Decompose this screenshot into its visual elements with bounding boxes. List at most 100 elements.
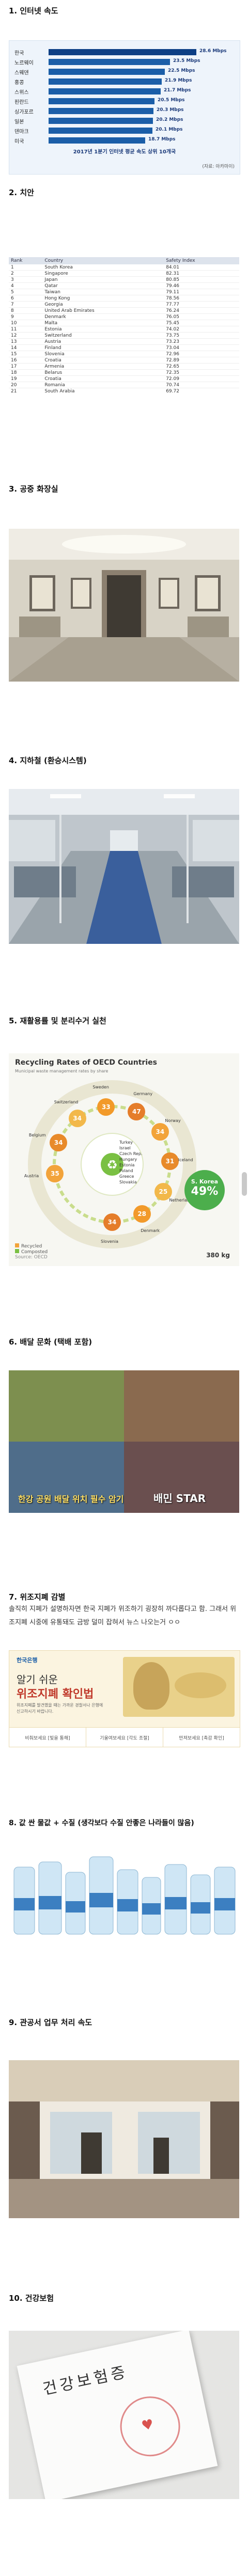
table-cell: 19 [9, 375, 43, 382]
bank-name: 한국은행 [17, 1657, 38, 1664]
table-cell: 84.01 [164, 264, 239, 271]
table-cell: 15 [9, 351, 43, 357]
bubble-country-label: Norway [165, 1118, 181, 1124]
table-cell: 14 [9, 344, 43, 351]
table-cell: 69.72 [164, 388, 239, 392]
bar-row: 일본 20.2 Mbps [14, 117, 237, 125]
bubble-value: 33 [101, 1103, 111, 1111]
legend-composted: Composted [21, 1250, 48, 1255]
bubble: 25 [154, 1182, 172, 1200]
bar-row: 스웨덴 22.5 Mbps [14, 68, 237, 76]
bar-country-label: 노르웨이 [14, 60, 34, 66]
bar-country-label: 일본 [14, 119, 24, 125]
table-cell: 74.02 [164, 326, 239, 333]
table-cell: Malta [42, 320, 164, 326]
restroom-illustration [9, 529, 239, 682]
table-cell: Croatia [42, 357, 164, 364]
infographic-subtitle: Municipal waste management rates by shar… [15, 1069, 109, 1073]
bar-country-label: 미국 [14, 139, 24, 145]
bar-value-label: 18.7 Mbps [148, 137, 176, 142]
table-row: 12 Switzerland 73.75 [9, 332, 239, 339]
bar-country-label: 한국 [14, 51, 24, 56]
portrait-icon [133, 1662, 169, 1710]
bubble: 34 [103, 1213, 121, 1231]
legend-composted-swatch [15, 1249, 19, 1253]
recycle-symbol-icon: ♻ [101, 1153, 123, 1176]
table-cell: Taiwan [42, 289, 164, 295]
bar [49, 108, 153, 114]
section-10-title: 10. 건강보험 [9, 2294, 54, 2303]
banner-tab[interactable]: 기울여보세요 [각도 조절] [86, 1728, 163, 1747]
table-cell: Qatar [42, 282, 164, 289]
table-cell: 72.09 [164, 375, 239, 382]
table-cell: 11 [9, 326, 43, 333]
bubble-value: 47 [132, 1108, 141, 1116]
banner-tab[interactable]: 만져보세요 [촉감 확인] [163, 1728, 240, 1747]
water-bottles-illustration [13, 1856, 236, 1935]
public-restroom-photo [9, 529, 239, 682]
table-cell: Finland [42, 344, 164, 351]
banner-tab[interactable]: 비춰보세요 [빛을 통해] [25, 1735, 70, 1741]
section-7-title: 7. 위조지폐 감별 [9, 1592, 66, 1602]
bubble-value: 28 [137, 1210, 147, 1218]
bubble-country-label: Denmark [141, 1228, 160, 1233]
table-cell: 9 [9, 313, 43, 320]
banner-description: 위조지폐를 발견했을 때는 가까운 경찰서나 은행에 신고하시기 바랍니다. [17, 1703, 103, 1714]
table-cell: 20 [9, 382, 43, 388]
chart-source: (자료: 아카마이) [202, 164, 235, 169]
table-cell: 4 [9, 282, 43, 289]
table-cell: Armenia [42, 363, 164, 370]
inner-country-label: Turkey [119, 1140, 133, 1145]
banner-tabs: 비춰보세요 [빛을 통해] 기울여보세요 [각도 조절] 만져보세요 [촉감 확인] [9, 1727, 240, 1747]
delivery-photo-grid: 한강 공원 배달 위치 필수 암기 배민 STAR [9, 1370, 239, 1513]
table-cell: 75.45 [164, 320, 239, 326]
table-cell: 12 [9, 332, 43, 339]
table-row: 8 United Arab Emirates 76.24 [9, 307, 239, 314]
bubble: 31 [161, 1152, 179, 1171]
bar-value-label: 21.7 Mbps [164, 88, 191, 93]
insurance-card: 건강보험증 ♥ [17, 2331, 218, 2499]
table-cell: United Arab Emirates [42, 307, 164, 314]
bar [49, 137, 145, 144]
table-row: 20 Romania 70.74 [9, 382, 239, 388]
bar-country-label: 스웨덴 [14, 70, 29, 76]
legend-recycled: Recycled [21, 1244, 42, 1249]
table-row: 13 Austria 73.23 [9, 338, 239, 345]
bubble: 34 [151, 1123, 169, 1141]
table-cell: 78.56 [164, 295, 239, 302]
bar [49, 98, 154, 104]
bubble-country-label: Switzerland [54, 1100, 79, 1105]
bar-value-label: 20.2 Mbps [156, 117, 183, 122]
infographic-source: Source: OECD [15, 1255, 48, 1260]
bar-row: 덴마크 20.1 Mbps [14, 127, 237, 135]
table-cell: 72.65 [164, 363, 239, 370]
bar-value-label: 20.1 Mbps [156, 127, 183, 132]
bubble: 34 [68, 1109, 86, 1127]
table-cell: 82.31 [164, 270, 239, 277]
chart-caption: 2017년 1분기 인터넷 평균 속도 상위 10개국 [73, 149, 176, 155]
table-cell: 3 [9, 276, 43, 283]
table-cell: 73.23 [164, 338, 239, 345]
delivery-photo-3 [9, 1442, 124, 1513]
counterfeit-banner: 한국은행 알기 쉬운 위조지폐 확인법 위조지폐를 발견했을 때는 가까운 경찰… [9, 1650, 240, 1747]
table-row: 6 Hong Kong 78.56 [9, 295, 239, 302]
section-5-title: 5. 재활용률 및 분리수거 실천 [9, 1016, 106, 1025]
legend: Recycled Composted Source: OECD [15, 1243, 48, 1260]
table-row: 15 Slovenia 72.96 [9, 351, 239, 357]
table-cell: 73.04 [164, 344, 239, 351]
bar [49, 59, 170, 65]
delivery-photo-4 [124, 1442, 239, 1513]
scroll-indicator[interactable] [242, 1172, 247, 1196]
table-row: 19 Croatia 72.09 [9, 375, 239, 382]
table-cell: 1 [9, 264, 43, 271]
section-3-title: 3. 공중 화장실 [9, 484, 58, 494]
section-8-title: 8. 값 싼 물값 + 수질 (생각보다 수질 안좋은 나라들이 많음) [9, 1819, 194, 1827]
table-cell: Japan [42, 276, 164, 283]
table-cell: 76.24 [164, 307, 239, 314]
bar [49, 69, 165, 75]
bar-country-label: 싱가포르 [14, 109, 34, 115]
delivery-caption-left: 한강 공원 배달 위치 필수 암기 [18, 1494, 124, 1504]
bubble-value: 35 [51, 1170, 59, 1177]
table-cell: 16 [9, 357, 43, 364]
bubble-value: 25 [159, 1188, 168, 1195]
